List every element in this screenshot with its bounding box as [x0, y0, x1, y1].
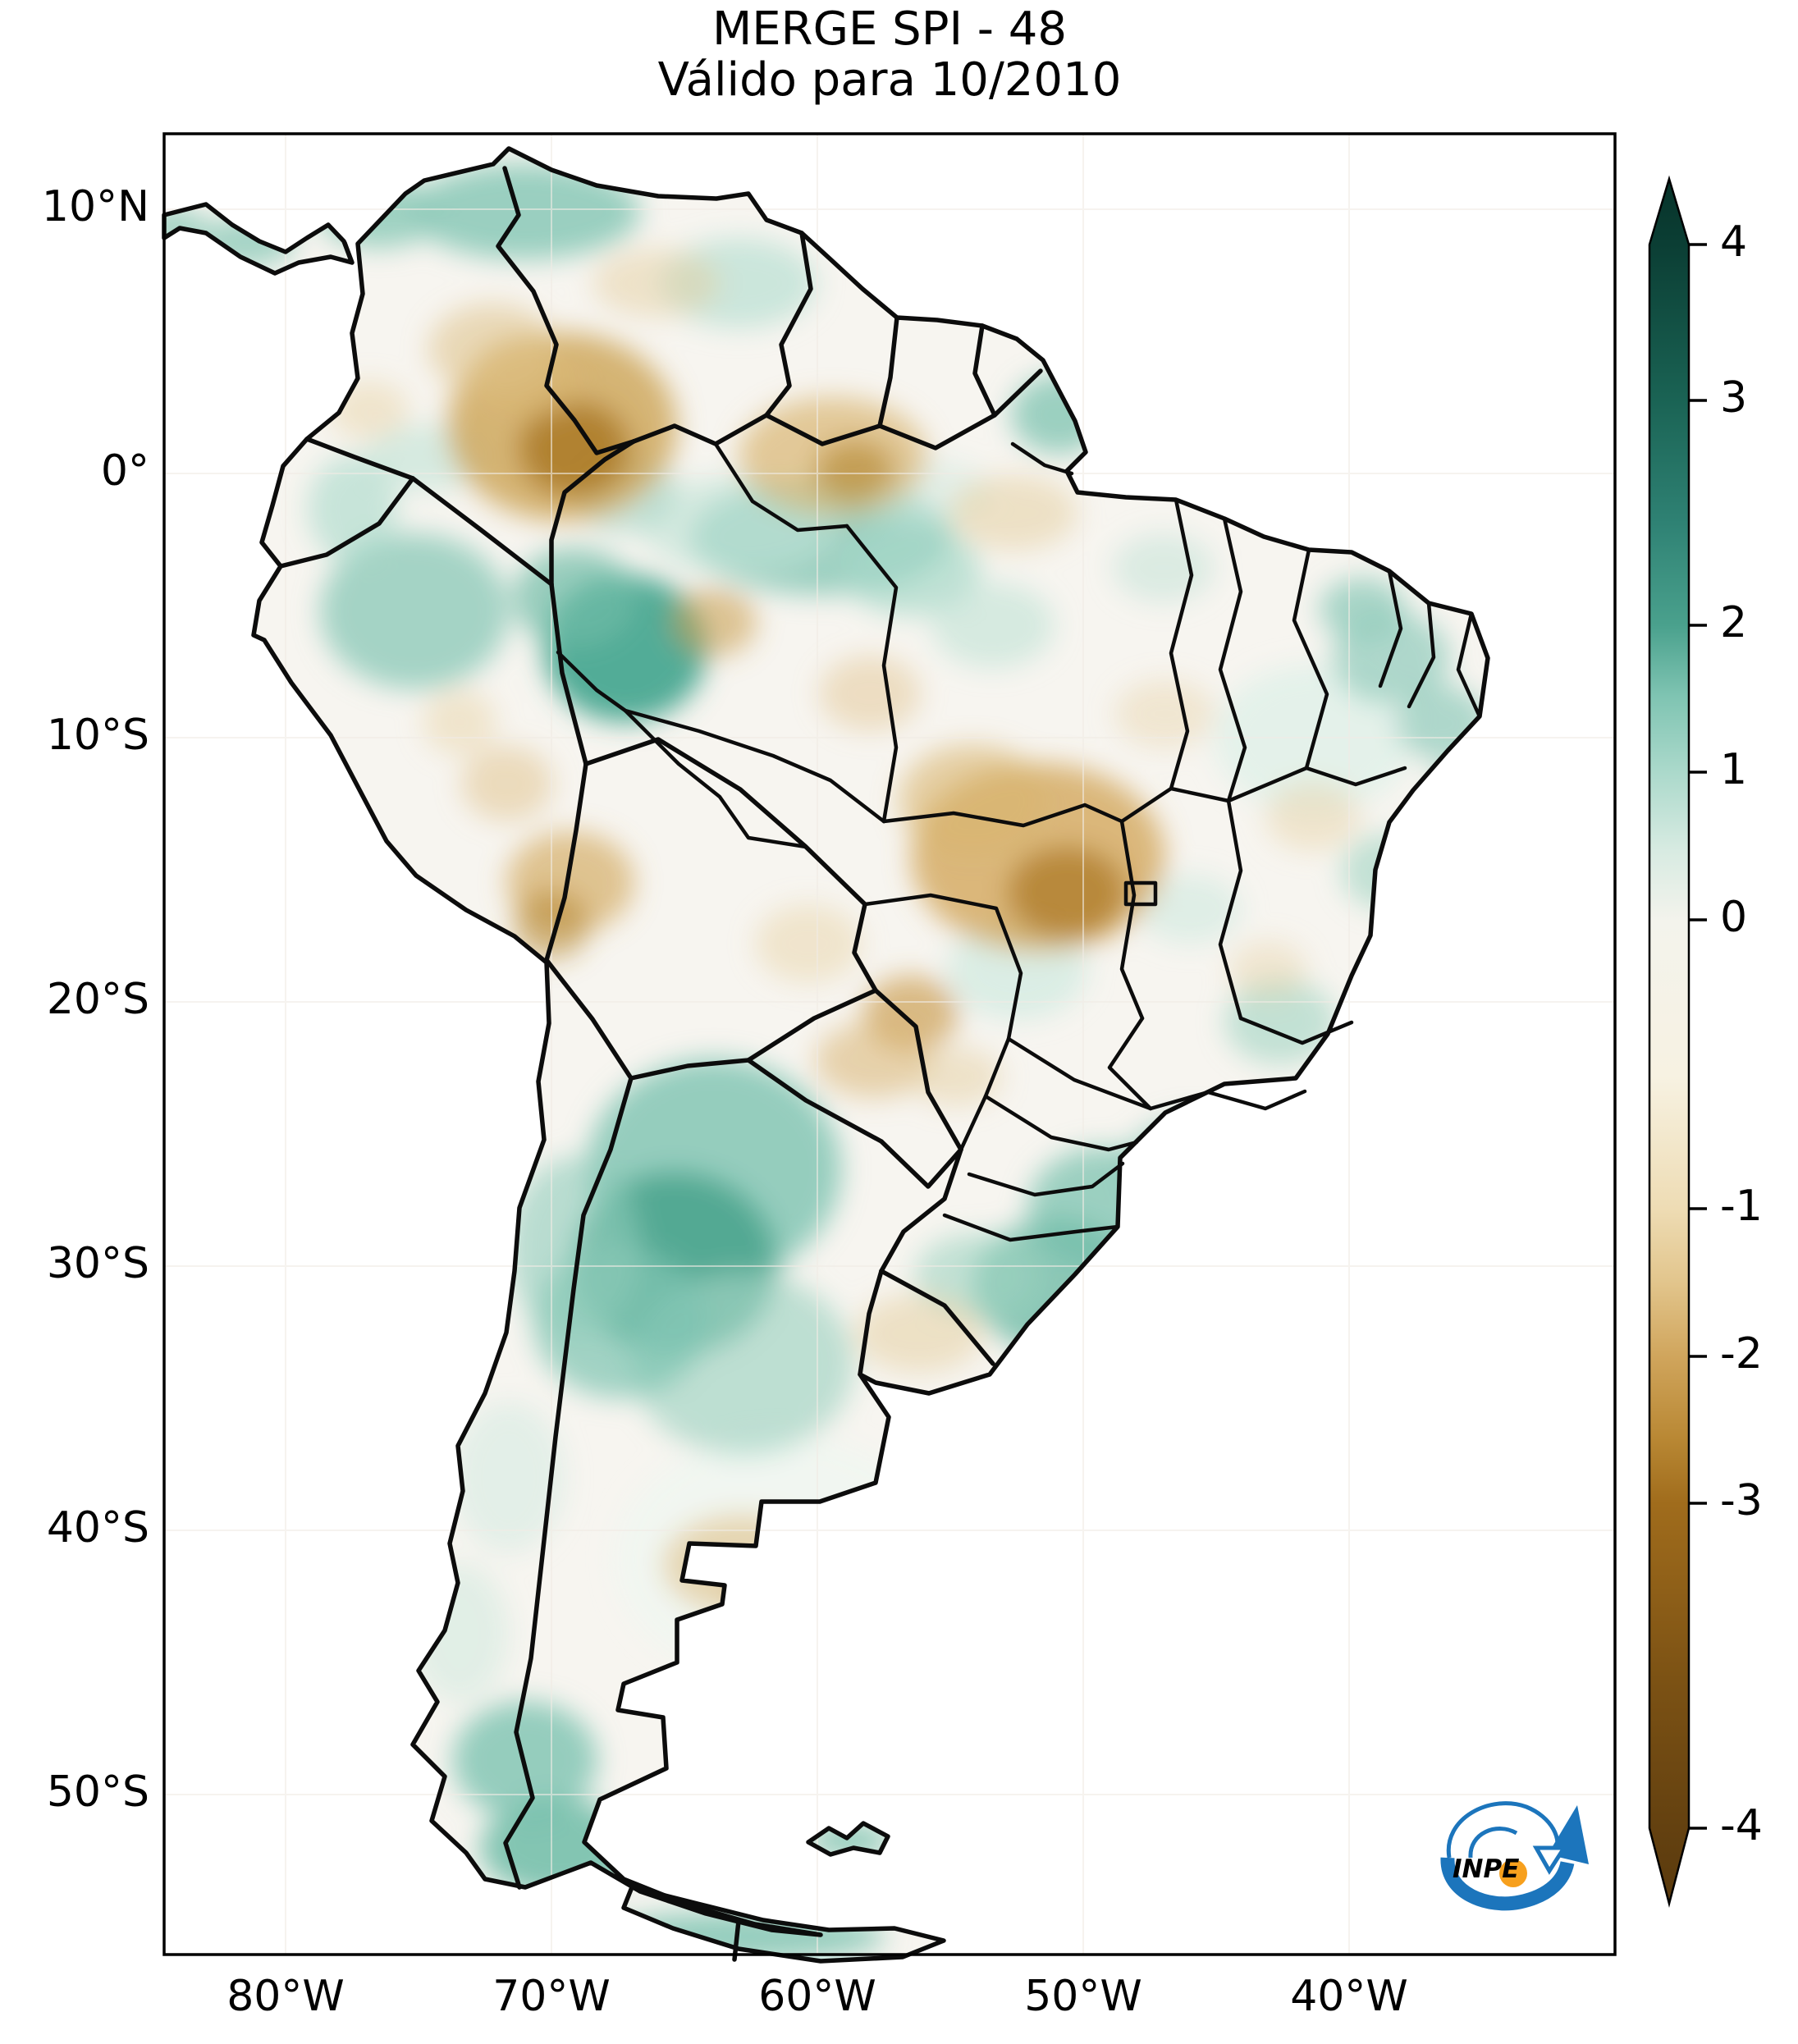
colorbar-tick-label: -1 — [1720, 1182, 1763, 1231]
colorbar-tick-label: -3 — [1720, 1476, 1763, 1525]
y-axis-label: 30°S — [47, 1239, 149, 1288]
inpe-logo: INPE — [1440, 1801, 1589, 1911]
colorbar-ticks — [1689, 243, 1707, 1830]
colorbar: 4 3 2 1 0 -1 -2 -3 -4 — [1648, 175, 1763, 1908]
colorbar-tick-label: 2 — [1720, 598, 1747, 647]
x-axis-label: 80°W — [226, 1972, 345, 2021]
inpe-logo-text: INPE — [1453, 1854, 1519, 1884]
colorbar-tick-label: 1 — [1720, 745, 1747, 794]
colorbar-tick-label: 4 — [1720, 217, 1747, 267]
y-axis-label: 0° — [101, 446, 149, 496]
inpe-logo-inner-swirl — [1468, 1827, 1518, 1859]
y-axis-label: 10°N — [42, 182, 149, 231]
inpe-logo-orange-dot — [1499, 1859, 1527, 1887]
figure-title: MERGE SPI - 48 — [712, 2, 1067, 56]
x-axis-label: 60°W — [758, 1972, 876, 2021]
inpe-logo-swoosh — [1440, 1857, 1575, 1911]
x-axis-label: 40°W — [1290, 1972, 1408, 2021]
inpe-logo-outer-swirl — [1446, 1801, 1560, 1859]
y-axis: 10°N 0° 10°S 20°S 30°S 40°S 50°S — [42, 182, 149, 1817]
colorbar-gradient — [1648, 175, 1690, 1908]
x-axis-label: 70°W — [492, 1972, 611, 2021]
colorbar-tick-label: 3 — [1720, 373, 1747, 423]
graticule — [164, 134, 1615, 1955]
x-axis-label: 50°W — [1024, 1972, 1142, 2021]
country-borders — [162, 146, 1490, 1964]
y-axis-label: 50°S — [47, 1767, 149, 1817]
x-axis: 80°W 70°W 60°W 50°W 40°W — [226, 1972, 1408, 2021]
y-axis-label: 40°S — [47, 1503, 149, 1552]
y-axis-label: 20°S — [47, 975, 149, 1024]
brazil-state-borders — [556, 441, 1481, 1242]
map-land-raster — [164, 149, 1488, 1961]
y-axis-label: 10°S — [47, 711, 149, 760]
map-frame — [162, 132, 1617, 1956]
colorbar-tick-label: 0 — [1720, 893, 1747, 942]
colorbar-tick-label: -4 — [1720, 1801, 1763, 1850]
inpe-logo-down-arrow — [1532, 1845, 1568, 1875]
colorbar-tick-label: -2 — [1720, 1329, 1763, 1379]
figure-subtitle: Válido para 10/2010 — [658, 53, 1122, 107]
